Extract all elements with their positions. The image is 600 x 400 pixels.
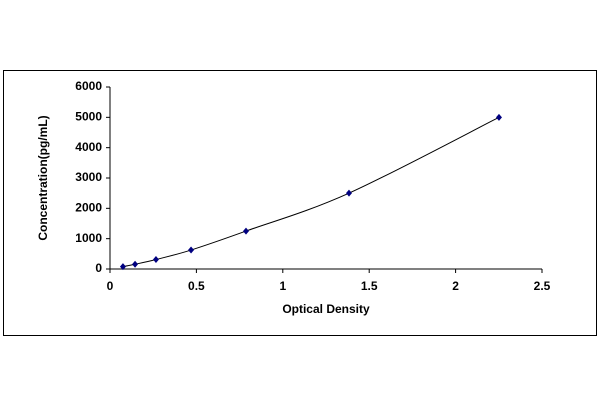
x-tick-label: 1	[279, 279, 286, 293]
y-tick-label: 4000	[75, 140, 102, 154]
data-point	[132, 260, 139, 268]
y-tick-label: 6000	[75, 79, 102, 93]
data-point	[119, 263, 126, 271]
data-point	[152, 256, 159, 264]
x-tick-label: 2	[452, 279, 459, 293]
data-point	[188, 246, 195, 254]
x-tick-label: 1.5	[361, 279, 378, 293]
y-tick-label: 3000	[75, 170, 102, 184]
x-tick-label: 2.5	[534, 279, 551, 293]
x-axis-label: Optical Density	[282, 302, 370, 316]
y-tick-label: 5000	[75, 110, 102, 124]
x-tick-label: 0	[107, 279, 114, 293]
y-tick-label: 2000	[75, 201, 102, 215]
y-tick-label: 0	[95, 261, 102, 275]
data-point	[242, 227, 249, 235]
data-point	[495, 113, 502, 121]
x-tick-label: 0.5	[188, 279, 205, 293]
chart-border	[3, 70, 597, 336]
data-point	[345, 189, 352, 197]
y-tick-label: 1000	[75, 231, 102, 245]
y-axis-label: Concentration(pg/mL)	[36, 115, 50, 240]
